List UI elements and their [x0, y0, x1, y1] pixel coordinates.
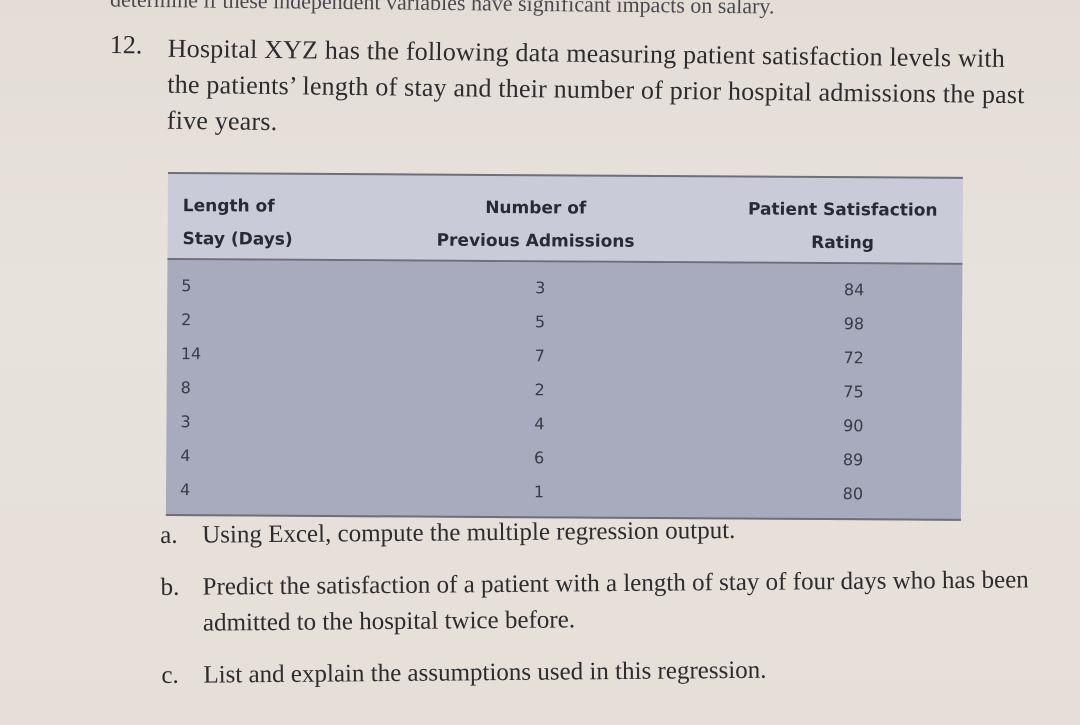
cell-previous-admissions: 7	[534, 346, 545, 366]
cell-satisfaction-rating: 98	[843, 314, 865, 334]
cell-satisfaction-rating: 90	[843, 416, 864, 436]
cell-length-of-stay: 4	[180, 480, 191, 500]
table-header: Length of Stay (Days) Number of Previous…	[167, 172, 963, 265]
table-row: 5 3 84	[167, 270, 962, 309]
question-c: c. List and explain the assumptions used…	[161, 650, 1031, 694]
table-row: 2 5 98	[167, 304, 962, 343]
cell-length-of-stay: 4	[180, 446, 191, 466]
cell-satisfaction-rating: 89	[842, 450, 864, 470]
table-body: 5 3 84 2 5 98 14 7 72 8 2 75 3 4 90 4 6 …	[165, 259, 963, 521]
question-text: List and explain the assumptions used in…	[203, 656, 767, 689]
table-row: 8 2 75	[167, 372, 962, 411]
table-row: 4 6 89	[166, 440, 961, 479]
question-text: Using Excel, compute the multiple regres…	[202, 516, 736, 549]
cell-satisfaction-rating: 80	[842, 484, 864, 504]
cell-satisfaction-rating: 72	[843, 348, 864, 368]
cell-previous-admissions: 1	[533, 482, 545, 502]
cell-previous-admissions: 6	[534, 448, 545, 468]
header-satisfaction-rating: Patient Satisfaction Rating	[747, 199, 938, 254]
table-row: 3 4 90	[166, 406, 961, 445]
cell-length-of-stay: 3	[180, 412, 191, 432]
problem-number: 12.	[109, 30, 143, 60]
cell-length-of-stay: 5	[181, 276, 192, 296]
question-letter: c.	[161, 661, 179, 689]
cell-length-of-stay: 8	[180, 378, 191, 398]
cell-satisfaction-rating: 75	[843, 382, 864, 402]
question-letter: a.	[160, 521, 178, 549]
cell-previous-admissions: 2	[534, 380, 545, 400]
question-letter: b.	[160, 573, 180, 601]
data-table: Length of Stay (Days) Number of Previous…	[165, 172, 963, 521]
cell-previous-admissions: 5	[534, 312, 546, 332]
question-list: a. Using Excel, compute the multiple reg…	[160, 510, 1032, 710]
header-length-of-stay: Length of Stay (Days)	[182, 196, 293, 250]
question-a: a. Using Excel, compute the multiple reg…	[160, 510, 1030, 554]
cell-length-of-stay: 2	[181, 310, 192, 330]
cell-previous-admissions: 4	[534, 414, 545, 434]
question-text: Predict the satisfaction of a patient wi…	[202, 566, 1029, 637]
cell-previous-admissions: 3	[535, 278, 546, 298]
previous-problem-fragment: determine if these independent variables…	[109, 0, 775, 19]
problem-12: 12. Hospital XYZ has the following data …	[109, 30, 1030, 149]
table-row: 14 7 72	[167, 338, 962, 377]
cell-satisfaction-rating: 84	[843, 280, 865, 300]
problem-text: Hospital XYZ has the following data meas…	[166, 33, 1025, 137]
question-b: b. Predict the satisfaction of a patient…	[160, 562, 1031, 642]
table-row: 4 1 80	[166, 474, 961, 513]
header-previous-admissions: Number of Previous Admissions	[436, 197, 635, 252]
cell-length-of-stay: 14	[180, 344, 202, 364]
